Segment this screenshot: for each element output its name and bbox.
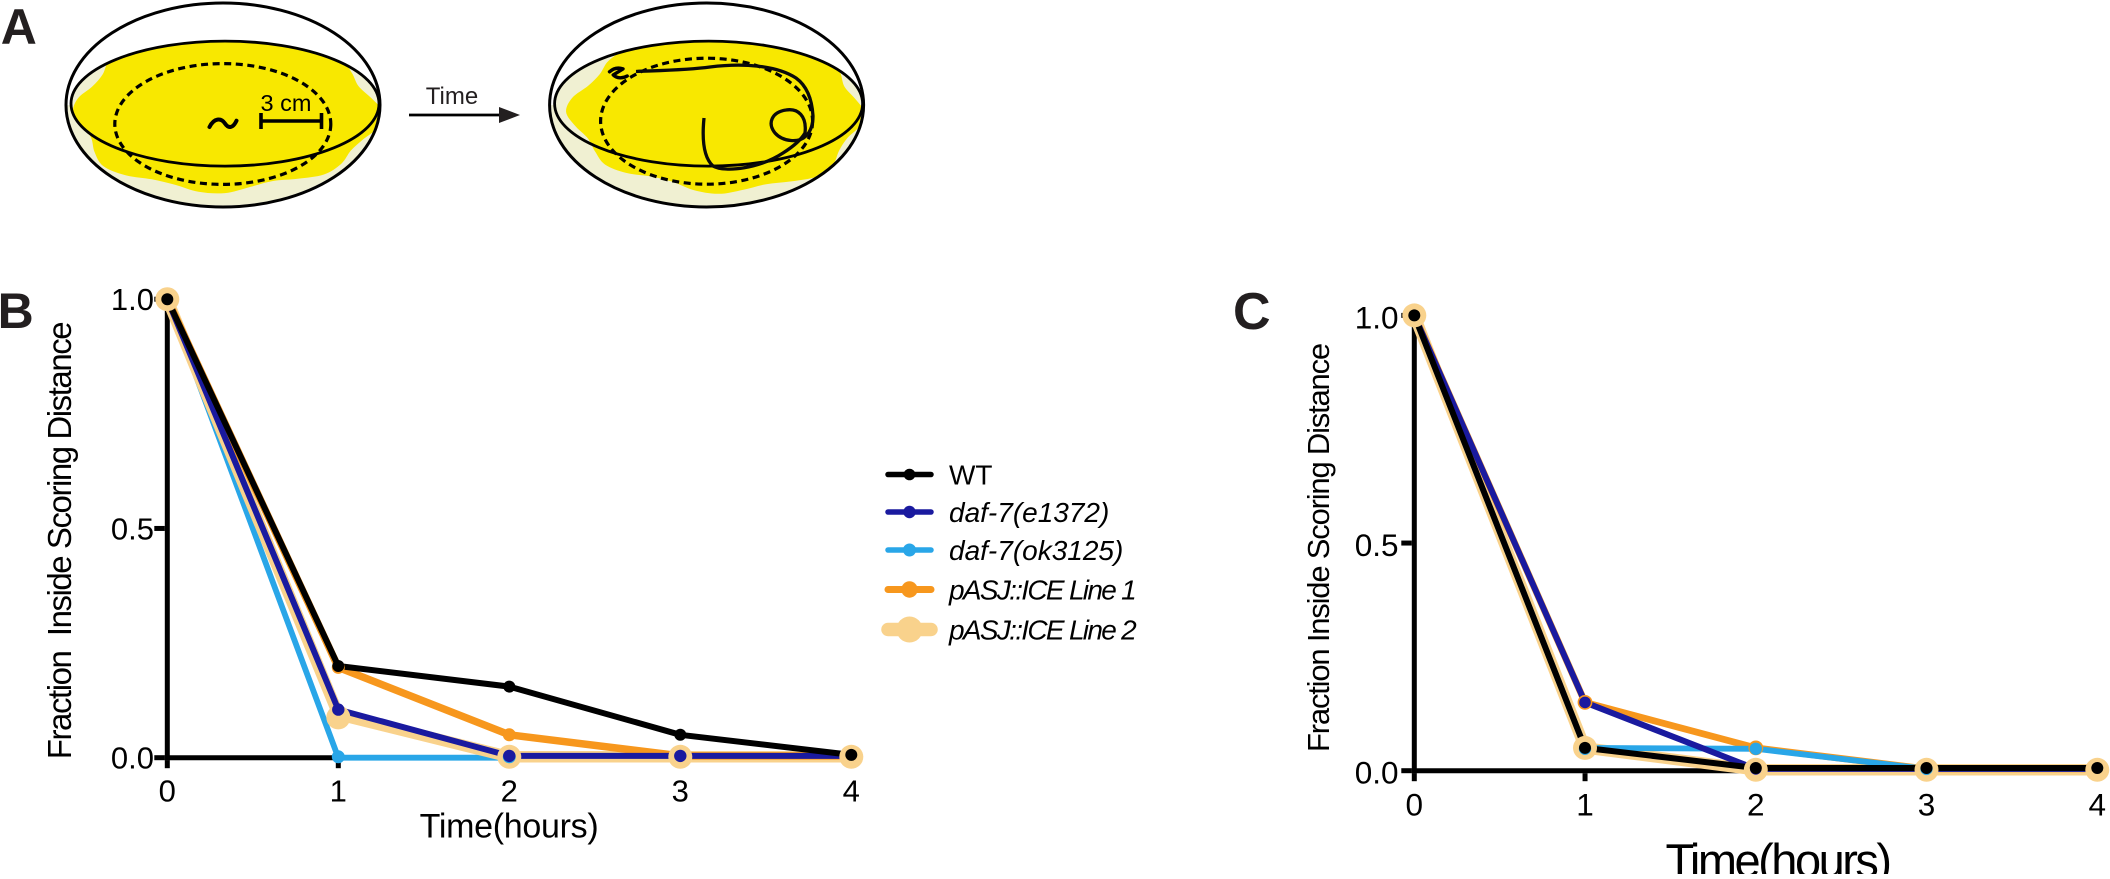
svg-text:0.0: 0.0 [111, 741, 154, 776]
svg-text:Fraction Inside Scoring Dista: Fraction Inside Scoring Distance [41, 323, 78, 759]
svg-text:0.5: 0.5 [1355, 527, 1399, 563]
svg-text:4: 4 [2089, 787, 2107, 823]
svg-text:A: A [1, 0, 37, 55]
svg-text:daf-7(ok3125): daf-7(ok3125) [949, 535, 1123, 566]
svg-text:1.0: 1.0 [1355, 299, 1399, 335]
svg-text:0: 0 [159, 774, 176, 809]
svg-text:2: 2 [1747, 787, 1765, 823]
svg-text:0.5: 0.5 [111, 511, 154, 546]
svg-text:Time: Time [426, 83, 478, 110]
svg-text:Time(hours): Time(hours) [1665, 834, 1889, 874]
svg-text:3: 3 [672, 774, 689, 809]
svg-text:daf-7(e1372): daf-7(e1372) [949, 497, 1109, 528]
svg-text:pASJ::ICE Line 2: pASJ::ICE Line 2 [948, 615, 1137, 646]
svg-text:WT: WT [949, 460, 993, 491]
svg-text:3: 3 [1918, 787, 1936, 823]
svg-text:4: 4 [843, 774, 860, 809]
svg-text:0: 0 [1406, 787, 1424, 823]
svg-text:1: 1 [330, 774, 347, 809]
svg-text:Time(hours): Time(hours) [420, 808, 599, 846]
svg-text:C: C [1233, 283, 1271, 341]
svg-text:2: 2 [501, 774, 518, 809]
svg-text:1: 1 [1576, 787, 1594, 823]
svg-text:0.0: 0.0 [1355, 755, 1399, 791]
svg-text:Fraction Inside Scoring Distan: Fraction Inside Scoring Distance [1301, 344, 1336, 752]
svg-text:3 cm: 3 cm [261, 90, 312, 116]
svg-text:1.0: 1.0 [111, 282, 154, 317]
svg-text:B: B [0, 283, 34, 339]
svg-text:pASJ::ICE Line 1: pASJ::ICE Line 1 [948, 575, 1135, 606]
